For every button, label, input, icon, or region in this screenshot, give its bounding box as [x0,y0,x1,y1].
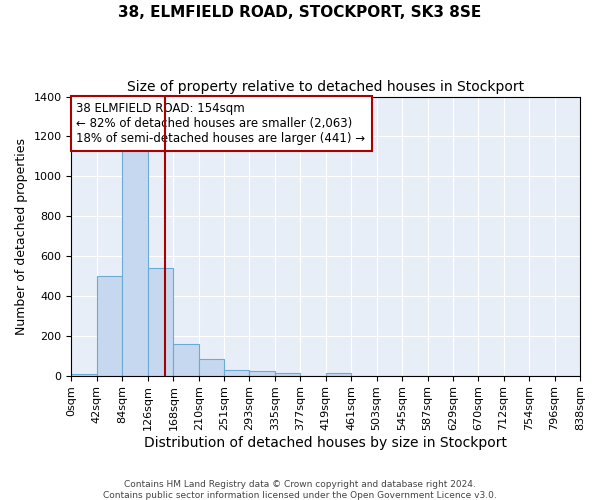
Bar [148,268,173,376]
Bar [122,136,148,376]
Bar [224,370,249,376]
Text: 38 ELMFIELD ROAD: 154sqm
← 82% of detached houses are smaller (2,063)
18% of sem: 38 ELMFIELD ROAD: 154sqm ← 82% of detach… [76,102,365,145]
Y-axis label: Number of detached properties: Number of detached properties [15,138,28,334]
Title: Size of property relative to detached houses in Stockport: Size of property relative to detached ho… [127,80,524,94]
Bar [97,276,122,376]
Text: Contains HM Land Registry data © Crown copyright and database right 2024.
Contai: Contains HM Land Registry data © Crown c… [103,480,497,500]
Bar [71,374,97,376]
Bar [326,372,351,376]
Bar [275,372,300,376]
Bar [199,359,224,376]
Bar [249,370,275,376]
Bar [173,344,199,376]
Text: 38, ELMFIELD ROAD, STOCKPORT, SK3 8SE: 38, ELMFIELD ROAD, STOCKPORT, SK3 8SE [118,5,482,20]
X-axis label: Distribution of detached houses by size in Stockport: Distribution of detached houses by size … [144,436,507,450]
